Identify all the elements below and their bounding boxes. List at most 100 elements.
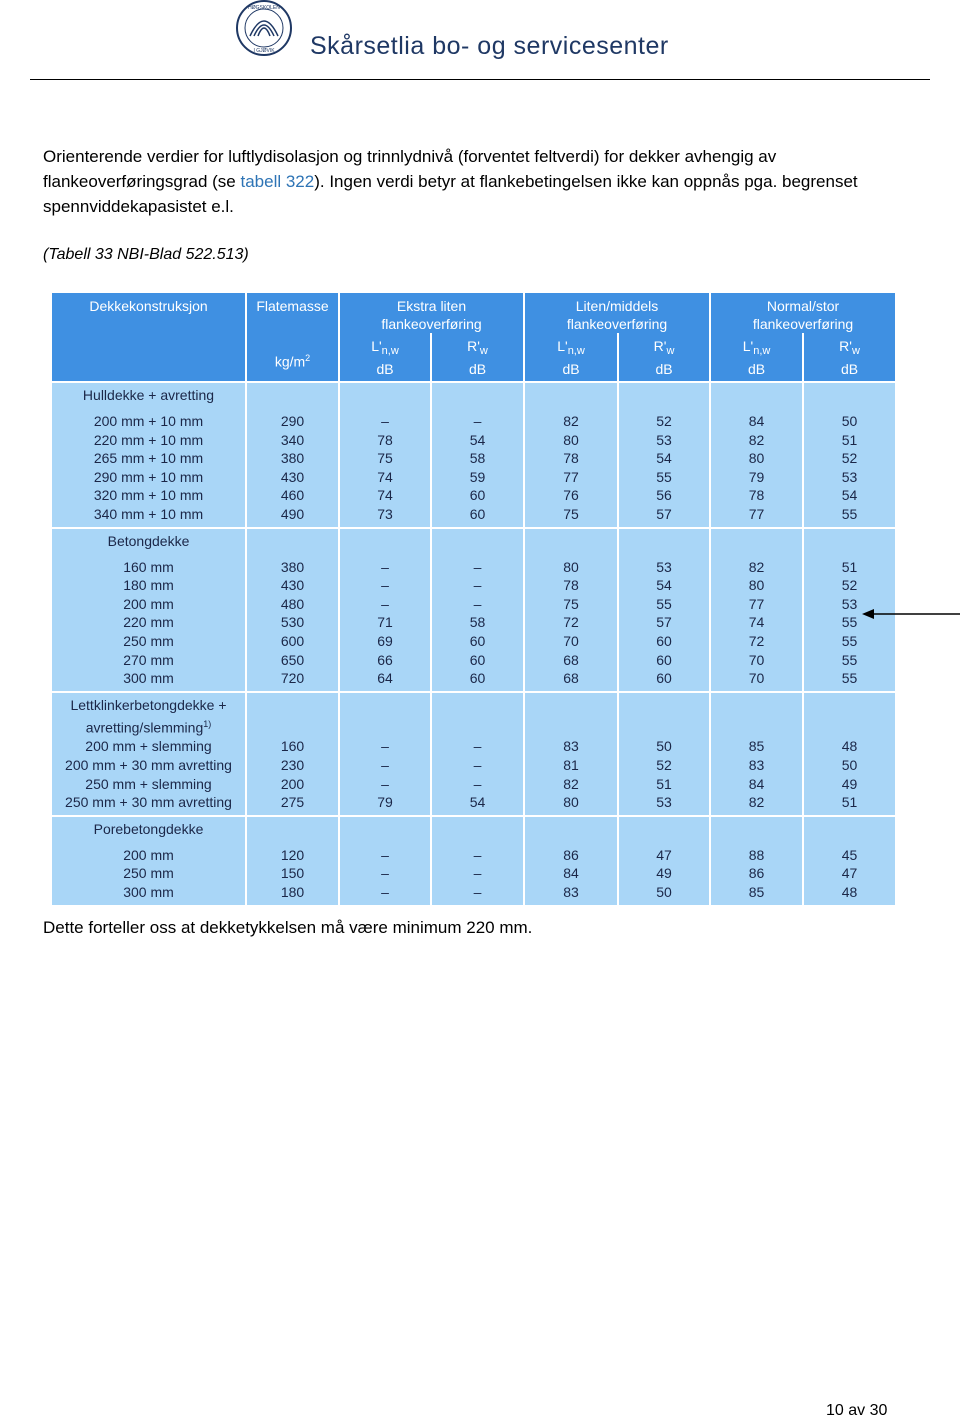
cell: 74 <box>338 486 432 505</box>
cell: 180 mm <box>50 576 247 595</box>
subcol-unit: dB <box>747 360 766 377</box>
group-header: Liten/middels flankeoverføring <box>523 293 712 333</box>
symbol-sub: n,w <box>567 344 585 357</box>
cell: 50 <box>802 412 898 431</box>
subcol-header: L'n,w dB <box>709 333 805 382</box>
cell: 71 <box>338 613 432 632</box>
cell: 290 <box>245 412 340 431</box>
cell: – <box>429 576 526 595</box>
cell: 64 <box>338 669 432 692</box>
conclusion: Dette forteller oss at dekketykkelsen må… <box>43 918 533 937</box>
cell: 430 <box>245 576 340 595</box>
cell: 78 <box>709 486 805 505</box>
cell: 55 <box>802 504 898 528</box>
cell: 57 <box>617 613 712 632</box>
data-row: 180 mm 430– –78 54 80 52 <box>50 576 898 595</box>
subcol-unit: dB <box>840 360 859 377</box>
subcol-unit: dB <box>376 360 394 377</box>
subcol-unit: dB <box>562 360 580 377</box>
cell: 78 <box>523 576 620 595</box>
cell: 270 mm <box>50 650 247 670</box>
cell: 54 <box>429 430 526 450</box>
cell: 57 <box>617 504 712 528</box>
cell: 80 <box>523 793 620 816</box>
cell: 51 <box>802 557 898 577</box>
cell: 79 <box>709 467 805 487</box>
cell: 54 <box>617 449 712 468</box>
header-cell: Flatemasse kg/m2 <box>245 293 340 382</box>
cell: – <box>338 576 432 595</box>
note-ref: 1) <box>203 718 212 729</box>
cell: 60 <box>617 631 712 651</box>
cell: 265 mm + 10 mm <box>50 449 247 468</box>
subcol-unit: dB <box>655 360 673 377</box>
cell: 53 <box>617 430 712 450</box>
symbol: L' <box>371 337 382 354</box>
subcol-label: L'n,w <box>711 337 802 360</box>
symbol: L' <box>557 337 568 354</box>
table: Dekkekonstruksjon Flatemasse kg/m2 Ekstra l… <box>50 293 898 905</box>
cell: 78 <box>338 430 432 450</box>
group-line: Ekstra liten <box>396 298 467 314</box>
cell: 290 mm + 10 mm <box>50 467 247 487</box>
cell: 82 <box>523 412 620 431</box>
cell: 86 <box>709 864 805 883</box>
cell: 77 <box>709 504 805 528</box>
cell: 60 <box>429 650 526 670</box>
cell <box>338 526 432 558</box>
cell <box>523 381 620 412</box>
cell: 250 mm <box>50 864 247 883</box>
section-row: Hulldekke + avretting <box>50 381 898 412</box>
cell <box>709 690 805 738</box>
cell: 73 <box>338 504 432 528</box>
section-title-text: Porebetongdekke <box>93 820 204 837</box>
cell: 51 <box>617 774 712 794</box>
group-header: Normal/stor flankeoverføring <box>709 293 898 333</box>
cell: 54 <box>802 486 898 505</box>
cell <box>709 381 805 412</box>
cell: 77 <box>523 467 620 487</box>
cell <box>523 814 620 846</box>
section-title-text: Lettklinkerbetongdekke + <box>70 696 227 713</box>
cell <box>523 526 620 558</box>
cell: 200 <box>245 774 340 794</box>
text: avretting/slemming <box>85 719 204 736</box>
cell: 82 <box>709 430 805 450</box>
cell: 60 <box>617 669 712 692</box>
subcol-label: R'w <box>432 337 523 360</box>
cell: 47 <box>802 864 898 883</box>
cell: 88 <box>709 845 805 865</box>
cell <box>802 690 898 738</box>
subcol-label: L'n,w <box>525 337 617 360</box>
cell <box>338 690 432 738</box>
data-row: 250 mm + 30 mm avretting 275 79 54 80 53 82 51 <box>50 793 898 816</box>
subcol-header: R'w dB <box>802 333 898 382</box>
cell: 380 <box>245 449 340 468</box>
cell: 300 mm <box>50 669 247 692</box>
cell: – <box>338 864 432 883</box>
page-number: 10 av 30 <box>826 1402 888 1419</box>
section-row: Porebetongdekke <box>50 814 898 846</box>
subcol-header: R'w dB <box>617 333 712 382</box>
cell: 48 <box>802 737 898 756</box>
logo-text: HØGSKOLEN <box>248 5 280 11</box>
symbol-sub: n,w <box>753 344 771 357</box>
cell: 220 mm + 10 mm <box>50 430 247 450</box>
cell: 430 <box>245 467 340 487</box>
cell: – <box>338 594 432 614</box>
data-row: 200 mm 120– –86 47 88 45 <box>50 845 898 865</box>
cell: 53 <box>617 557 712 577</box>
cell: 70 <box>709 650 805 670</box>
cell <box>245 690 340 738</box>
logo: HØGSKOLEN I GJØVIK <box>236 0 292 56</box>
cell: 82 <box>523 774 620 794</box>
cell: 58 <box>429 449 526 468</box>
cell: – <box>338 737 432 756</box>
data-row: 200 mm + 10 mm 290– –82 52 84 50 <box>50 412 898 431</box>
cell: 54 <box>617 576 712 595</box>
link[interactable]: tabell 322 <box>240 172 315 191</box>
cell: 340 mm + 10 mm <box>50 504 247 528</box>
cell: 200 mm + slemming <box>50 737 247 756</box>
cell: 250 mm + 30 mm avretting <box>50 793 247 816</box>
